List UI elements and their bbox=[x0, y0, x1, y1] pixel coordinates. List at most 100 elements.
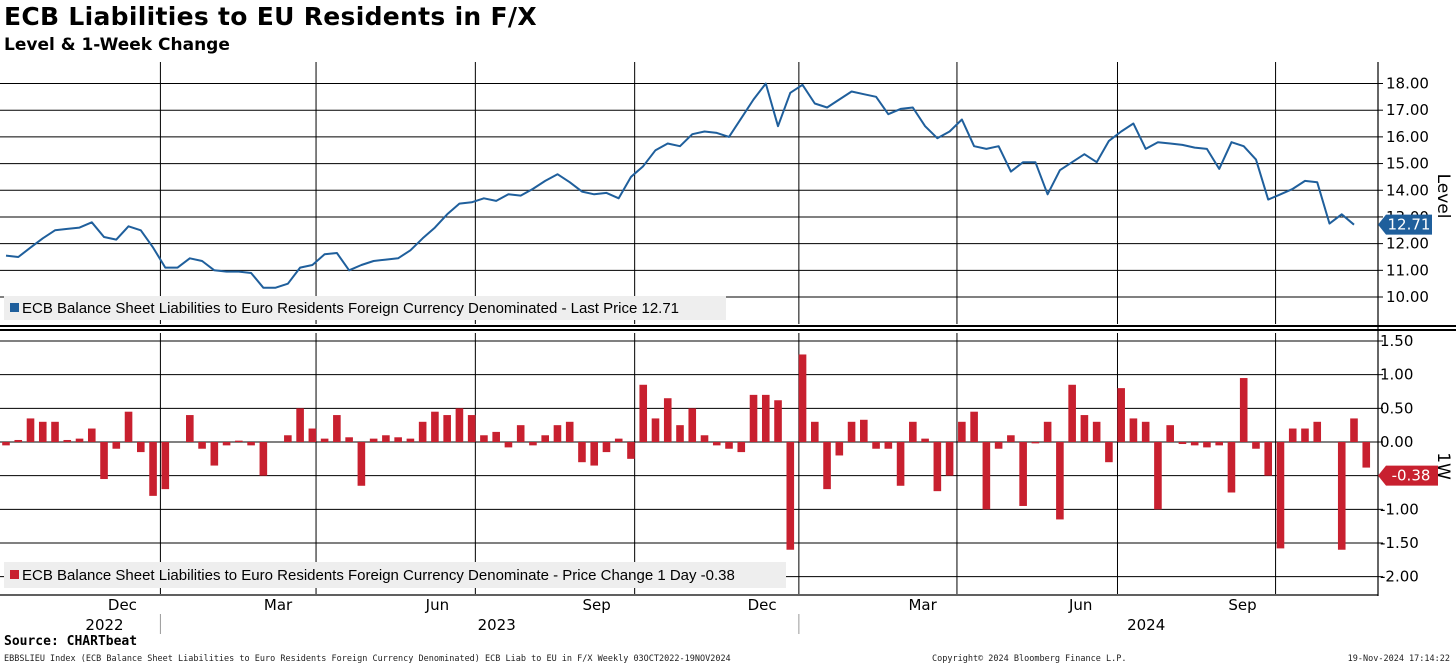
bar bbox=[1264, 442, 1273, 476]
bar bbox=[382, 435, 390, 442]
bar bbox=[1068, 384, 1076, 442]
y-tick-label: -1.00 bbox=[1380, 500, 1419, 518]
bar bbox=[872, 442, 880, 449]
bottom-panel-grid bbox=[0, 333, 1378, 594]
x-month-label: Jun bbox=[425, 596, 449, 614]
x-axis-labels: Dec Mar Jun Sep Dec Mar Jun Sep 2022 2023 2024 bbox=[85, 596, 1257, 634]
level-line-group bbox=[5, 82, 1355, 289]
bar bbox=[1190, 442, 1199, 446]
bar bbox=[798, 354, 807, 442]
bar bbox=[933, 442, 942, 492]
bar bbox=[1313, 421, 1322, 442]
x-year-label: 2023 bbox=[478, 616, 516, 634]
bar bbox=[210, 442, 219, 466]
bar bbox=[137, 442, 145, 453]
chart-title: ECB Liabilities to EU Residents in F/X bbox=[4, 2, 537, 31]
axis-title-level: Level bbox=[1433, 174, 1453, 219]
bar bbox=[590, 442, 599, 466]
y-tick-label: -2.00 bbox=[1380, 568, 1419, 586]
y-tick-label: 16.00 bbox=[1386, 128, 1429, 146]
bar bbox=[1154, 442, 1162, 510]
bar bbox=[124, 411, 133, 442]
bar bbox=[320, 438, 329, 442]
legend-top-text: ECB Balance Sheet Liabilities to Euro Re… bbox=[22, 300, 679, 317]
bar bbox=[1215, 442, 1223, 446]
bar bbox=[884, 442, 893, 449]
bar bbox=[1080, 415, 1089, 442]
bar bbox=[198, 442, 206, 449]
bar bbox=[467, 415, 476, 442]
bar bbox=[602, 442, 611, 453]
y-tick-label: 18.00 bbox=[1386, 75, 1429, 93]
level-last-value: 12.71 bbox=[1388, 216, 1431, 234]
bar bbox=[627, 442, 635, 459]
bar bbox=[737, 442, 746, 453]
y-tick-label: 10.00 bbox=[1386, 288, 1429, 306]
legend-bottom-swatch bbox=[10, 570, 19, 579]
bar bbox=[247, 442, 255, 446]
bar bbox=[1007, 435, 1015, 442]
copyright-label: Copyright© 2024 Bloomberg Finance L.P. bbox=[932, 654, 1127, 664]
bar bbox=[529, 442, 537, 446]
y-tick-label: 14.00 bbox=[1386, 181, 1429, 199]
legend-top-bg bbox=[4, 296, 726, 320]
y-tick-label: 12.00 bbox=[1386, 235, 1429, 253]
bar bbox=[1129, 418, 1138, 442]
bar bbox=[749, 394, 758, 442]
y-tick-label: 11.00 bbox=[1386, 261, 1429, 279]
bar bbox=[651, 418, 660, 442]
bar bbox=[284, 435, 292, 442]
bar bbox=[1056, 442, 1064, 520]
bar bbox=[492, 431, 500, 442]
y-tick-label: 15.00 bbox=[1386, 155, 1429, 173]
bar bbox=[504, 442, 513, 448]
bar bbox=[700, 435, 709, 442]
bar bbox=[369, 438, 378, 442]
bar bbox=[1031, 442, 1040, 444]
bar bbox=[970, 411, 978, 442]
bar bbox=[553, 425, 562, 442]
bar bbox=[1276, 442, 1285, 549]
bar bbox=[394, 437, 402, 442]
bar bbox=[186, 415, 194, 442]
bar bbox=[296, 408, 304, 442]
x-month-label: Dec bbox=[108, 596, 137, 614]
y-tick-label: 0.00 bbox=[1380, 433, 1413, 451]
bar bbox=[994, 442, 1003, 449]
level-line bbox=[5, 82, 1355, 289]
bar bbox=[847, 421, 856, 442]
bar bbox=[1288, 428, 1297, 442]
bar bbox=[1092, 421, 1101, 442]
timestamp-label: 19-Nov-2024 17:14:22 bbox=[1347, 654, 1450, 664]
bar bbox=[835, 442, 844, 456]
legend-bottom-text: ECB Balance Sheet Liabilities to Euro Re… bbox=[22, 567, 735, 584]
bar bbox=[676, 425, 684, 442]
bar bbox=[725, 442, 733, 449]
change-last-badge bbox=[1378, 465, 1438, 486]
bar bbox=[26, 418, 35, 442]
axes: 10.0011.0012.0013.0014.0015.0016.0017.00… bbox=[0, 62, 1456, 596]
bar bbox=[1043, 421, 1052, 442]
bar bbox=[333, 415, 341, 442]
bar bbox=[100, 442, 108, 480]
bar bbox=[1252, 442, 1260, 449]
y-tick-label: 1.00 bbox=[1380, 366, 1413, 384]
bar bbox=[1166, 425, 1174, 442]
bar bbox=[774, 400, 782, 442]
bar bbox=[75, 438, 84, 442]
bar bbox=[259, 442, 268, 476]
chart-subtitle: Level & 1-Week Change bbox=[4, 35, 230, 55]
bar bbox=[663, 398, 672, 442]
x-year-label: 2022 bbox=[85, 616, 123, 634]
x-month-label: Mar bbox=[908, 596, 937, 614]
y-tick-label: 0.50 bbox=[1380, 399, 1413, 417]
bar bbox=[149, 442, 157, 496]
bar bbox=[786, 442, 795, 550]
bar bbox=[51, 421, 59, 442]
bar bbox=[455, 408, 464, 442]
bar bbox=[712, 442, 721, 446]
bar bbox=[63, 439, 72, 442]
bar bbox=[1239, 378, 1248, 442]
bar bbox=[811, 421, 819, 442]
